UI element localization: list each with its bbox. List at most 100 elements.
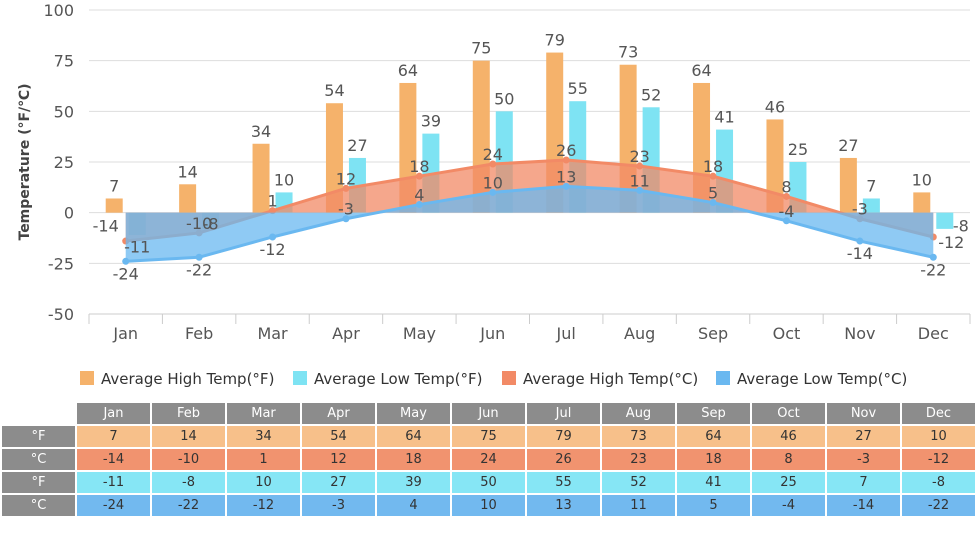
table-cell: 14 xyxy=(152,426,225,447)
table-month-header: Nov xyxy=(827,403,900,424)
data-label-low-f: 55 xyxy=(568,79,588,98)
table-cell: -22 xyxy=(152,495,225,516)
table-row: °F 7 14 34 54 64 75 79 73 64 46 27 10 xyxy=(2,426,975,447)
data-label-low-c: -3 xyxy=(338,200,354,219)
x-tick-label: Dec xyxy=(918,324,949,343)
y-tick-label: 0 xyxy=(64,204,74,223)
y-tick-label: 25 xyxy=(54,153,74,172)
legend-swatch xyxy=(293,371,307,385)
data-label-low-c: 13 xyxy=(556,167,576,186)
table-cell: -12 xyxy=(902,449,975,470)
area-low-c-line xyxy=(125,184,934,263)
table-corner xyxy=(2,403,75,424)
x-tick-label: Apr xyxy=(332,324,360,343)
legend-label: Average High Temp(°F) xyxy=(101,370,274,388)
data-label-low-f: -8 xyxy=(203,215,219,234)
table-cell: -10 xyxy=(152,449,225,470)
table-cell: 34 xyxy=(227,426,300,447)
area-low-c-point xyxy=(929,253,937,261)
table-cell: -8 xyxy=(152,472,225,493)
y-axis-label: Temperature (°F/℃) xyxy=(17,83,33,240)
legend-swatch xyxy=(502,371,516,385)
data-label-low-c: 11 xyxy=(629,171,649,190)
area-low-c-point xyxy=(709,199,717,207)
table-cell: 1 xyxy=(227,449,300,470)
table-cell: -12 xyxy=(227,495,300,516)
table-row: °C -24 -22 -12 -3 4 10 13 11 5 -4 -14 -22 xyxy=(2,495,975,516)
bar-high-f xyxy=(325,103,343,213)
table-cell: -11 xyxy=(77,472,150,493)
table-cell: 13 xyxy=(527,495,600,516)
area-low-c-point xyxy=(342,215,350,223)
data-label-low-f: 10 xyxy=(274,170,294,189)
data-label-high-f: 46 xyxy=(765,97,785,116)
data-label-high-f: 7 xyxy=(109,176,119,195)
table-cell: 50 xyxy=(452,472,525,493)
data-label-low-c: -12 xyxy=(259,240,285,259)
bar-high-f xyxy=(766,119,784,213)
data-label-low-c: -22 xyxy=(920,260,946,279)
table-cell: 10 xyxy=(452,495,525,516)
legend-swatch xyxy=(80,371,94,385)
table-month-header: Oct xyxy=(752,403,825,424)
table-month-header: Jun xyxy=(452,403,525,424)
y-tick-label: -25 xyxy=(48,254,74,273)
area-low-c-point xyxy=(782,217,790,225)
table-row-unit: °C xyxy=(2,449,75,470)
area-high-c-point xyxy=(342,184,350,192)
data-label-low-f: 50 xyxy=(494,89,514,108)
bar-low-f xyxy=(936,212,954,229)
table-month-header: Jan xyxy=(77,403,150,424)
legend-label: Average Low Temp(°F) xyxy=(314,370,482,388)
area-high-c-point xyxy=(562,156,570,164)
table-cell: 27 xyxy=(302,472,375,493)
table-cell: 23 xyxy=(602,449,675,470)
data-label-low-c: 10 xyxy=(483,173,503,192)
area-low-c-point xyxy=(122,257,130,265)
data-label-low-f: -8 xyxy=(953,217,969,236)
data-label-high-f: 54 xyxy=(324,81,344,100)
table-cell: -8 xyxy=(902,472,975,493)
data-label-low-c: -22 xyxy=(186,260,212,279)
table-row-unit: °F xyxy=(2,472,75,493)
bar-low-f xyxy=(862,198,880,213)
table-cell: 5 xyxy=(677,495,750,516)
table-cell: 79 xyxy=(527,426,600,447)
table-cell: -4 xyxy=(752,495,825,516)
table-cell: -14 xyxy=(77,449,150,470)
table-header-row: Jan Feb Mar Apr May Jun Jul Aug Sep Oct Nov Dec xyxy=(2,403,975,424)
y-tick-label: 50 xyxy=(54,102,74,121)
legend-swatch xyxy=(716,371,730,385)
data-label-high-f: 64 xyxy=(691,61,711,80)
data-label-high-f: 10 xyxy=(912,170,932,189)
data-label-high-c: -14 xyxy=(93,217,119,236)
x-tick-label: Nov xyxy=(844,324,875,343)
area-low-c-point xyxy=(562,182,570,190)
table-month-header: Aug xyxy=(602,403,675,424)
table-cell: -3 xyxy=(827,449,900,470)
table-cell: 25 xyxy=(752,472,825,493)
data-label-low-f: 25 xyxy=(788,140,808,159)
table-month-header: Jul xyxy=(527,403,600,424)
area-low-c-point xyxy=(415,201,423,209)
data-label-low-f: 52 xyxy=(641,85,661,104)
area-high-c-point xyxy=(415,172,423,180)
table-cell: 8 xyxy=(752,449,825,470)
table-cell: 7 xyxy=(77,426,150,447)
table-row: °C -14 -10 1 12 18 24 26 23 18 8 -3 -12 xyxy=(2,449,975,470)
data-label-high-c: -3 xyxy=(852,200,868,219)
table-month-header: Feb xyxy=(152,403,225,424)
legend: Average High Temp(°F) Average Low Temp(°F… xyxy=(80,370,907,388)
table-cell: 46 xyxy=(752,426,825,447)
area-high-c-point xyxy=(782,192,790,200)
data-label-high-c: -12 xyxy=(938,233,964,252)
table-cell: 7 xyxy=(827,472,900,493)
x-tick-label: Jul xyxy=(556,324,576,343)
data-label-high-c: 26 xyxy=(556,141,576,160)
data-label-high-f: 73 xyxy=(618,43,638,62)
data-label-high-f: 75 xyxy=(471,39,491,58)
table-cell: 10 xyxy=(227,472,300,493)
bar-high-f xyxy=(105,198,123,213)
y-tick-label: 100 xyxy=(43,1,74,20)
